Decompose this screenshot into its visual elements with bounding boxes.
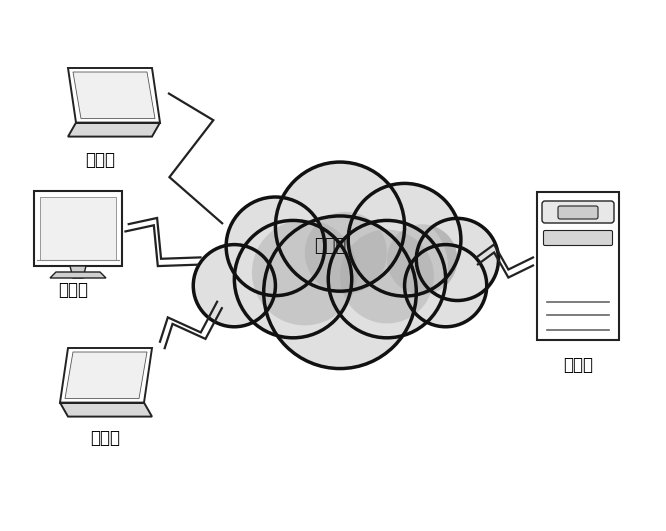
Circle shape: [305, 212, 387, 294]
Circle shape: [276, 162, 404, 291]
Circle shape: [340, 229, 434, 323]
Text: 用户端: 用户端: [58, 281, 88, 299]
Polygon shape: [73, 72, 155, 118]
Polygon shape: [68, 123, 160, 136]
Bar: [537, 192, 619, 340]
Text: 互联网: 互联网: [314, 237, 346, 255]
Circle shape: [340, 229, 434, 323]
Text: 用户端: 用户端: [90, 429, 120, 447]
Circle shape: [404, 245, 487, 327]
Circle shape: [416, 218, 498, 301]
Polygon shape: [68, 68, 160, 123]
Bar: [40, 197, 116, 260]
Polygon shape: [65, 352, 147, 399]
Circle shape: [264, 216, 416, 369]
Circle shape: [387, 224, 458, 295]
Circle shape: [252, 220, 358, 326]
Circle shape: [305, 212, 387, 294]
Polygon shape: [70, 266, 86, 278]
Polygon shape: [60, 348, 152, 402]
Circle shape: [234, 220, 352, 338]
FancyBboxPatch shape: [543, 230, 613, 245]
Bar: [34, 191, 122, 266]
Text: 服务端: 服务端: [563, 356, 593, 374]
FancyBboxPatch shape: [542, 201, 614, 223]
Circle shape: [348, 183, 461, 296]
Ellipse shape: [232, 193, 448, 339]
Circle shape: [387, 224, 458, 295]
Circle shape: [193, 245, 276, 327]
Polygon shape: [60, 402, 152, 417]
Circle shape: [226, 197, 325, 296]
Text: 用户端: 用户端: [85, 151, 115, 169]
FancyBboxPatch shape: [558, 206, 598, 219]
Polygon shape: [50, 272, 106, 278]
Circle shape: [328, 220, 446, 338]
Circle shape: [252, 220, 358, 326]
